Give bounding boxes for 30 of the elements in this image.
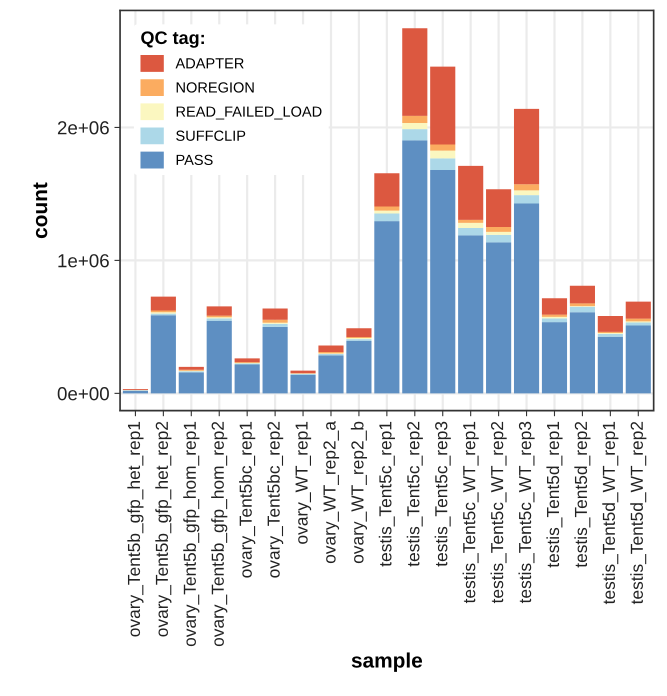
x-tick-label: testis_Tent5d_WT_rep2: [630, 422, 646, 604]
legend-label: NOREGION: [176, 82, 254, 93]
x-tick-label: testis_Tent5c_rep2: [406, 422, 423, 567]
legend-title: QC tag:: [141, 31, 204, 48]
y-tick-label: 1e+06: [58, 254, 109, 268]
x-tick-label: ovary_Tent5b_gfp_hom_rep1: [183, 422, 200, 646]
y-axis-title: count: [34, 182, 48, 238]
legend-label: ADAPTER: [176, 58, 244, 68]
x-tick-label: testis_Tent5c_rep1: [378, 422, 395, 567]
x-tick-label: ovary_Tent5bc_rep2: [267, 422, 284, 578]
legend-label: READ_FAILED_LOAD: [176, 106, 322, 120]
x-tick-label: testis_Tent5d_rep1: [546, 422, 563, 568]
x-tick-label: testis_Tent5c_WT_rep2: [490, 422, 507, 604]
legend-label: SUFFCLIP: [176, 130, 246, 141]
x-tick-label: testis_Tent5c_WT_rep1: [462, 422, 479, 604]
x-tick-label: ovary_Tent5b_gfp_hom_rep2: [211, 422, 228, 646]
x-tick-label: ovary_Tent5bc_rep1: [239, 422, 256, 578]
x-tick-label: ovary_WT_rep2_a: [323, 421, 340, 564]
x-tick-label: testis_Tent5c_WT_rep3: [518, 422, 535, 604]
y-tick-label: 2e+06: [58, 121, 109, 134]
y-tick-label: 0e+00: [58, 387, 109, 400]
x-tick-label: ovary_Tent5b_gfp_het_rep2: [155, 422, 172, 637]
x-tick-label: testis_Tent5d_rep2: [574, 422, 591, 568]
x-tick-label: ovary_WT_rep1: [296, 422, 312, 544]
legend-label: PASS: [176, 154, 213, 166]
x-tick-label: testis_Tent5c_rep3: [434, 422, 451, 567]
x-tick-label: ovary_Tent5b_gfp_het_rep1: [127, 422, 144, 637]
x-tick-label: ovary_WT_rep2_b: [350, 422, 368, 564]
x-tick-label: testis_Tent5d_WT_rep1: [602, 422, 618, 604]
x-axis-title: sample: [352, 652, 422, 672]
